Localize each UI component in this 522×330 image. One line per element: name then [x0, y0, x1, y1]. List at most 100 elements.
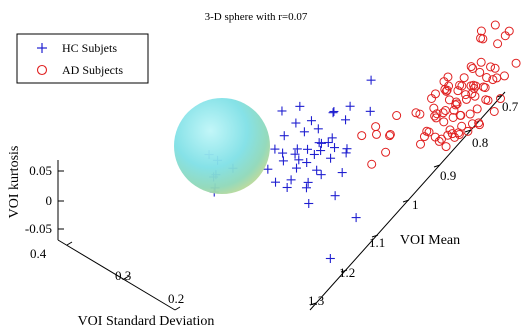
legend-hc-marker [37, 43, 47, 53]
z-tick-label: 0.05 [29, 163, 52, 178]
ad-point [430, 89, 440, 99]
x-tick-label: 0.9 [440, 168, 456, 183]
ad-point [431, 113, 441, 123]
ad-point [434, 136, 444, 146]
hc-point [303, 144, 313, 154]
hc-point [366, 75, 376, 85]
ad-point [411, 108, 421, 118]
hc-point [342, 144, 352, 154]
hc-point [301, 183, 311, 193]
hc-point [295, 101, 305, 111]
hc-point [279, 131, 289, 141]
hc-point [292, 144, 302, 154]
ad-point [385, 129, 395, 139]
hc-point [278, 156, 288, 166]
ad-point [447, 129, 457, 139]
x-tick-label: 0.8 [472, 135, 488, 150]
ad-point [466, 81, 476, 91]
hc-point [345, 101, 355, 111]
ad-point [470, 91, 480, 101]
hc-point [326, 153, 336, 163]
chart-title: 3-D sphere with r=0.07 [205, 11, 308, 23]
ad-point [489, 106, 499, 116]
hc-point [282, 183, 292, 192]
ad-point [371, 129, 381, 139]
hc-point [306, 116, 316, 126]
hc-point [325, 254, 335, 263]
ad-point [449, 105, 459, 115]
z-tick-label: -0.05 [25, 221, 52, 236]
hc-point [299, 127, 309, 137]
legend-ad-label: AD Subjects [62, 63, 123, 77]
ad-point [371, 122, 381, 132]
ad-point [440, 106, 450, 115]
hc-point [263, 164, 273, 174]
x-tick-label: 0.7 [502, 99, 519, 114]
hc-point [278, 148, 288, 158]
ad-point [504, 26, 514, 36]
ad-point [455, 80, 465, 90]
ad-point [437, 134, 446, 144]
x-tick-label: 1.2 [339, 265, 355, 280]
legend-ad-marker [36, 64, 48, 76]
ad-point [465, 109, 475, 119]
hc-point [313, 124, 323, 134]
hc-point [304, 199, 314, 208]
ad-point [448, 112, 458, 122]
ad-point [416, 139, 426, 149]
ad-point [415, 109, 425, 119]
ad-point [454, 130, 464, 140]
hc-point [291, 118, 301, 128]
ad-point [511, 58, 521, 68]
y-tick-label: 0.2 [168, 291, 184, 306]
ad-point [492, 73, 502, 83]
ad-point [461, 94, 471, 104]
hc-point [330, 143, 340, 153]
ad-point [488, 75, 498, 85]
x-tick-label: 1.3 [308, 293, 324, 308]
hc-point [329, 107, 339, 116]
ad-point [453, 86, 463, 96]
y-ticks: 0.4 0.3 0.2 [30, 241, 184, 311]
hc-point [327, 133, 337, 143]
legend-hc-label: HC Subjets [62, 41, 117, 55]
hc-point [365, 106, 375, 116]
ad-point [476, 57, 486, 67]
hc-point [290, 149, 300, 159]
ad-point [472, 104, 482, 114]
ad-point [490, 20, 500, 30]
hc-point [286, 175, 296, 185]
hc-point [314, 138, 324, 148]
y-tick-label: 0.3 [115, 268, 131, 283]
ad-point [438, 108, 448, 118]
ad-point [482, 73, 492, 83]
ad-point [463, 126, 473, 136]
hc-point [292, 163, 301, 173]
ad-point [486, 62, 496, 72]
ad-point [474, 118, 484, 128]
ad-point [381, 147, 391, 157]
ad-point [493, 39, 503, 49]
hc-point [270, 144, 280, 154]
hc-point [328, 108, 338, 118]
hc-point [312, 165, 322, 175]
hc-point [271, 177, 281, 187]
ad-point [483, 95, 493, 105]
ad-point [468, 63, 478, 73]
hc-point [277, 106, 287, 116]
ad-point [392, 111, 402, 121]
ad-point [357, 131, 367, 141]
ad-point [456, 110, 466, 120]
y-axis-label: VOI Standard Deviation [78, 314, 215, 329]
hc-point [316, 170, 326, 180]
ad-point [451, 100, 461, 110]
hc-point [323, 138, 333, 148]
ad-point [457, 121, 467, 131]
ad-point [476, 26, 486, 36]
ad-point [441, 142, 451, 152]
ad-point [430, 111, 440, 121]
legend-box [16, 33, 149, 84]
hc-point [316, 146, 326, 156]
